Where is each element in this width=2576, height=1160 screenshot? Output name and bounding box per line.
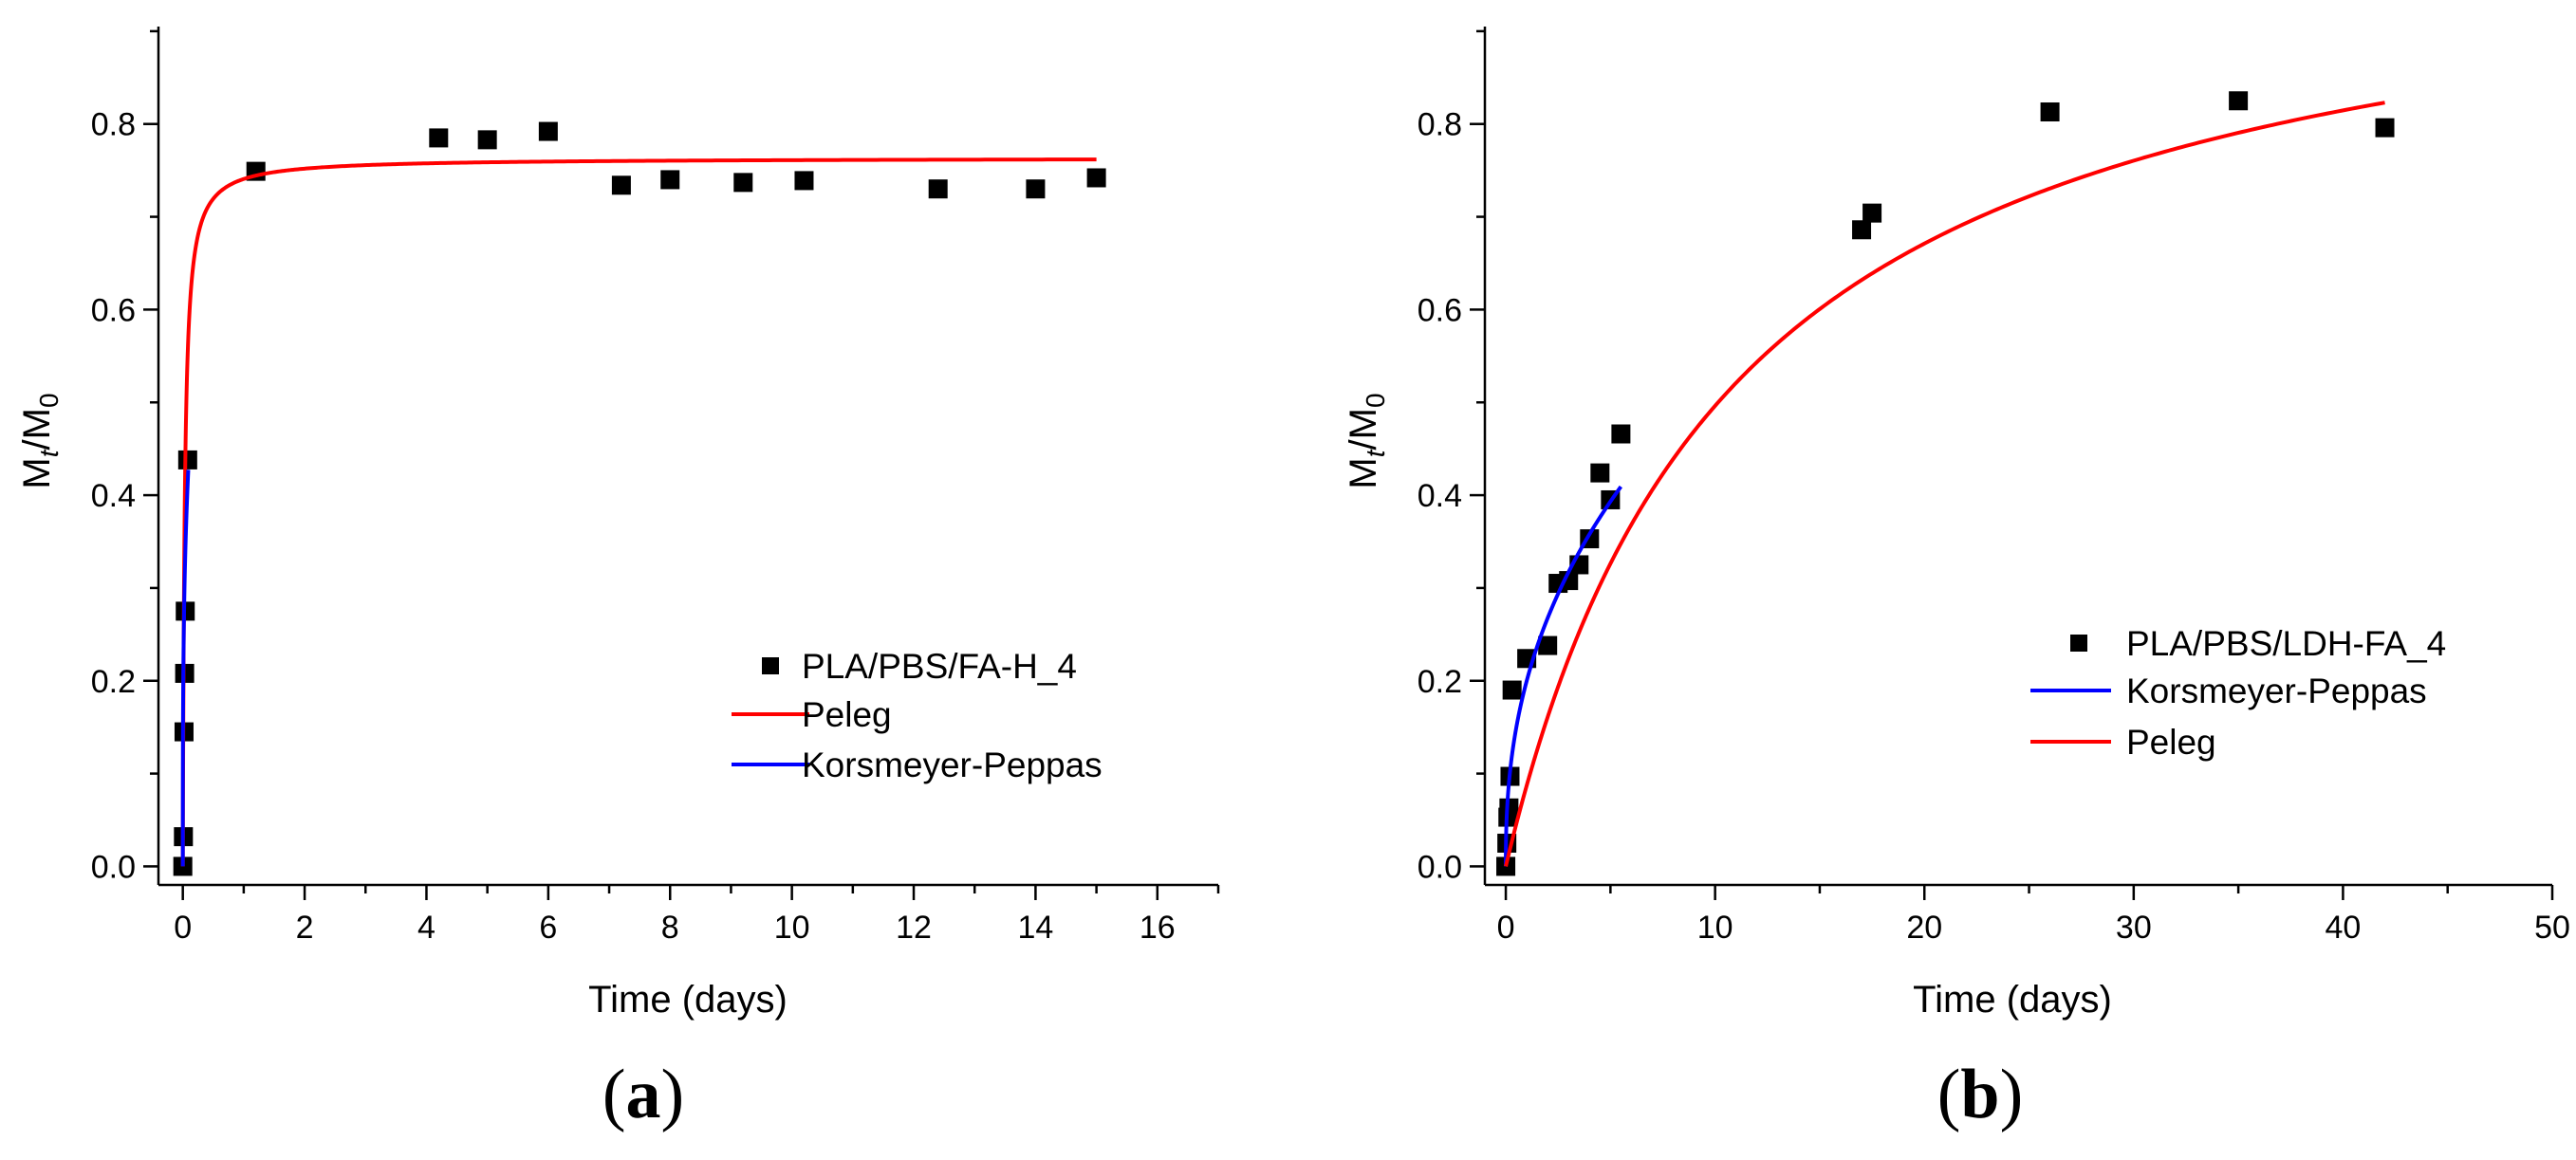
chart-b-xtick-label: 30 (2116, 910, 2152, 946)
chart-a-ylabel: Mt/M0 (16, 393, 64, 488)
chart-b-data-point (1590, 463, 1610, 483)
chart-b-xtick-label: 50 (2534, 910, 2570, 946)
chart-a-xtick-label: 8 (661, 910, 679, 946)
chart-b-data-point (1496, 856, 1516, 876)
legend-b-label-1: Korsmeyer-Peppas (2126, 672, 2427, 710)
legend-b-marker-0 (2070, 635, 2087, 652)
chart-a-data-point (794, 171, 814, 191)
chart-b-data-point (2040, 102, 2060, 122)
chart-a-legend: PLA/PBS/FA-H_4 Peleg Korsmeyer-Peppas (732, 647, 1103, 784)
chart-a-ylabel-sub-t: t (34, 449, 64, 457)
chart-a-ytick-label: 0.2 (91, 664, 136, 700)
chart-a-xtick-label: 2 (296, 910, 314, 946)
chart-b-data-point (1611, 424, 1631, 444)
chart-b-ytick-label: 0.4 (1418, 478, 1462, 514)
chart-b-data-point (1863, 203, 1882, 223)
chart-b-ylabel-text: Mt/M0 (1343, 393, 1390, 488)
chart-a-ytick-label: 0.4 (91, 478, 136, 514)
chart-a-ylabel-text: Mt/M0 (16, 393, 64, 488)
chart-b-xtick-label: 0 (1497, 910, 1515, 946)
chart-b-ylabel-sub-0: 0 (1361, 393, 1390, 408)
legend-a-marker-0 (762, 657, 779, 674)
chart-b-ylabel: Mt/M0 (1343, 393, 1390, 488)
chart-b-ytick-label: 0.0 (1418, 849, 1462, 885)
chart-b-ticks: 0 10 20 30 40 50 0.0 0.2 0.4 0.6 0.8 (1418, 29, 2570, 946)
chart-a-ylabel-main: M (16, 457, 58, 488)
legend-b-label-2: Peleg (2126, 723, 2216, 762)
panel-label-a-open: ( (602, 1056, 626, 1133)
chart-a-data-point (611, 175, 631, 195)
chart-a-xtick-label: 10 (774, 910, 810, 946)
chart-b-xtick-label: 10 (1697, 910, 1733, 946)
chart-b-legend: PLA/PBS/LDH-FA_4 Korsmeyer-Peppas Peleg (2030, 624, 2446, 762)
chart-b-ytick-label: 0.2 (1418, 664, 1462, 700)
chart-b-ylabel-main: M (1343, 457, 1384, 488)
legend-a-label-1: Peleg (802, 695, 892, 734)
panel-label-b: (b) (1937, 1056, 2023, 1133)
chart-a-xtick-label: 4 (417, 910, 436, 946)
chart-a-data-point (928, 179, 948, 199)
chart-b-peleg-curve (1504, 101, 2385, 868)
chart-a-data-point (1026, 179, 1046, 199)
chart-a-marks (173, 121, 1106, 876)
chart-a-data-point (429, 128, 449, 148)
chart-a-xtick-label: 0 (174, 910, 192, 946)
chart-a-xtick-label: 14 (1017, 910, 1053, 946)
chart-b-data-point (2229, 91, 2249, 111)
chart-b-korsmeyer-peppas-curve (1504, 485, 1623, 867)
legend-b-label-0: PLA/PBS/LDH-FA_4 (2126, 624, 2446, 663)
chart-b-data-point (2375, 118, 2395, 138)
chart-b-ytick-label: 0.8 (1418, 107, 1462, 143)
chart-b-data-point (1502, 680, 1522, 700)
chart-a-data-point (660, 170, 680, 190)
chart-b-xtick-label: 40 (2325, 910, 2361, 946)
chart-b-data-point (1538, 635, 1558, 655)
chart-a-xlabel: Time (days) (588, 979, 788, 1021)
chart-panel-a: 0 2 4 6 8 10 12 14 16 0.0 0.2 0.4 0.6 0.8 PLA/PBS/FA-… (16, 27, 1220, 1133)
chart-a-data-point (733, 173, 753, 193)
panel-label-b-open: ( (1937, 1056, 1961, 1133)
chart-a-ytick-label: 0.8 (91, 107, 136, 143)
chart-a-data-point (173, 856, 193, 876)
chart-a-xtick-label: 16 (1140, 910, 1176, 946)
chart-a-data-point (538, 121, 558, 141)
chart-b-data-point (1852, 220, 1872, 240)
chart-b-xtick-label: 20 (1906, 910, 1942, 946)
chart-b-xlabel: Time (days) (1913, 979, 2112, 1021)
chart-b-ylabel-sub-t: t (1361, 449, 1390, 457)
chart-b-ytick-label: 0.6 (1418, 292, 1462, 328)
chart-a-ylabel-sub-0: 0 (34, 393, 64, 408)
chart-a-ticks: 0 2 4 6 8 10 12 14 16 0.0 0.2 0.4 0.6 0.8 (91, 29, 1220, 946)
panel-label-b-close: ) (2000, 1056, 2024, 1133)
chart-a-xtick-label: 6 (539, 910, 557, 946)
legend-a-label-2: Korsmeyer-Peppas (802, 746, 1103, 784)
chart-a-data-point (477, 130, 497, 150)
chart-b-ylabel-sep: /M (1343, 408, 1384, 450)
panel-label-a: (a) (602, 1056, 684, 1133)
chart-a-peleg-curve (180, 157, 1097, 867)
chart-panel-b: 0 10 20 30 40 50 0.0 0.2 0.4 0.6 0.8 PLA/PBS/LDH-F… (1343, 27, 2570, 1133)
chart-a-ytick-label: 0.0 (91, 849, 136, 885)
legend-a-label-0: PLA/PBS/FA-H_4 (802, 647, 1077, 686)
chart-a-data-point (177, 450, 197, 470)
chart-a-data-point (1086, 168, 1106, 188)
panel-label-a-letter: a (626, 1056, 661, 1133)
chart-a-ytick-label: 0.6 (91, 292, 136, 328)
chart-b-marks (1496, 91, 2395, 876)
chart-a-ylabel-sep: /M (16, 408, 58, 450)
chart-a-korsmeyer-peppas-curve (180, 470, 191, 867)
chart-a-xtick-label: 12 (896, 910, 932, 946)
panel-label-a-close: ) (661, 1056, 685, 1133)
panel-label-b-letter: b (1960, 1056, 1999, 1133)
